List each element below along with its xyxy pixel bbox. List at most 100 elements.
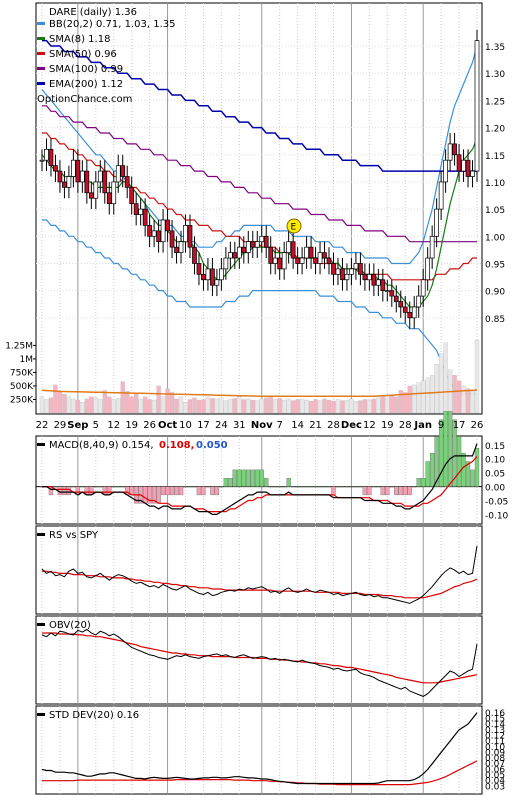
candle-body	[44, 148, 49, 161]
macd-hist-bar	[264, 478, 269, 487]
candle-body	[228, 252, 233, 259]
candle-body	[384, 290, 390, 292]
volume-bar	[107, 396, 112, 414]
macd-hist-bar	[443, 411, 448, 487]
macd-hist-bar	[394, 486, 399, 496]
candle-body	[214, 279, 220, 286]
macd-hist-bar	[340, 486, 345, 488]
volume-bar	[80, 402, 85, 414]
std-legend: STD DEV(20) 0.16	[37, 710, 139, 721]
std-tick-label: 0.06	[485, 765, 505, 775]
macd-hist-bar	[326, 486, 332, 488]
candle-body	[362, 273, 368, 281]
x-tick-label: 26	[471, 420, 484, 431]
volume-bar	[452, 374, 457, 414]
legend: BB(20,2) 0.71, 1.03, 1.35 SMA(8) 1.18 SM…	[37, 19, 175, 105]
candle-body	[232, 252, 238, 259]
legend-bb: BB(20,2) 0.71, 1.03, 1.35	[49, 19, 175, 30]
macd-hist-bar	[273, 486, 278, 488]
candle-body	[438, 181, 444, 210]
macd-hist-bar	[349, 486, 354, 488]
volume-bar	[241, 399, 246, 414]
candle-body	[277, 257, 283, 270]
volume-bar	[308, 400, 314, 414]
candle-body	[219, 268, 224, 281]
volume-bar	[264, 397, 269, 414]
legend-sma100: SMA(100) 0.99	[49, 64, 123, 75]
legend-swatch-sma100	[37, 67, 45, 70]
panel-frame-std	[35, 705, 483, 795]
macd-hist-bar	[308, 486, 314, 488]
candle-body	[120, 165, 126, 177]
candle-body	[106, 192, 112, 205]
volume-bar	[380, 396, 385, 414]
volume-bar	[196, 399, 202, 414]
std-tick-label: 0.03	[485, 782, 505, 792]
price-tick-label: 1.35	[485, 43, 505, 53]
macd-hist-bar	[228, 478, 233, 487]
candle-body	[425, 257, 431, 281]
rs-label: RS vs SPY	[49, 530, 99, 541]
x-tick-label: Oct	[158, 420, 177, 431]
macd-hist-bar	[362, 486, 368, 496]
obv-panel	[41, 628, 478, 697]
candle-body	[398, 301, 404, 308]
macd-hist-bar	[232, 469, 237, 487]
series-std-avg	[42, 760, 478, 786]
volume-bar	[421, 380, 426, 414]
macd-hist-bar	[151, 486, 157, 504]
volume-bar	[201, 399, 206, 414]
macd-hist-bar	[201, 486, 206, 496]
macd-hist-bar	[210, 486, 215, 496]
candle-body	[147, 225, 152, 237]
macd-hist-bar	[241, 469, 246, 487]
x-tick-label: 21	[309, 420, 322, 431]
macd-hist-bar	[268, 486, 273, 488]
candle-body	[313, 257, 318, 264]
x-tick-label: 29	[54, 420, 67, 431]
candle-body	[236, 246, 242, 259]
candle-body	[115, 165, 121, 183]
series-obv	[41, 628, 478, 697]
legend-sma8: SMA(8) 1.18	[49, 34, 110, 45]
candle-body	[474, 40, 480, 172]
macd-hist-bar	[474, 447, 480, 487]
std-tick-label: 0.12	[485, 731, 505, 741]
obv-label: OBV(20)	[49, 620, 91, 631]
legend-swatch-ema200	[37, 82, 45, 85]
macd-hist-bar	[62, 486, 67, 496]
macd-hist-bar	[290, 486, 296, 488]
grid-lines	[36, 3, 482, 794]
candle-body	[375, 279, 381, 286]
candle-body	[299, 257, 305, 264]
candle-body	[268, 246, 274, 264]
volume-tick-label: 1.25M	[5, 341, 33, 351]
candle-body	[138, 208, 144, 215]
price-tick-label: 1.30	[485, 70, 505, 80]
volume-bar	[340, 400, 345, 414]
macd-signal-value: 0.108,	[159, 440, 194, 451]
rs-legend: RS vs SPY	[37, 530, 99, 541]
volume-bar	[156, 385, 161, 414]
macd-hist-bar	[322, 486, 327, 488]
candle-body	[358, 263, 363, 275]
candle-body	[367, 273, 372, 281]
candle-body	[165, 219, 170, 232]
std-tick-label: 0.14	[485, 720, 505, 730]
macd-hist-bar	[465, 461, 471, 487]
macd-hist-bar	[250, 469, 255, 487]
macd-hist-bar	[447, 411, 453, 487]
std-tick-label: 0.09	[485, 748, 505, 758]
candle-body	[187, 225, 193, 248]
candle-body	[371, 273, 377, 286]
macd-hist-bar	[353, 486, 359, 488]
macd-hist-bar	[389, 486, 394, 488]
candle-body	[380, 279, 386, 291]
std-tick-label: 0.04	[485, 777, 505, 787]
macd-hist-bar	[120, 486, 125, 488]
macd-hist-bar	[304, 486, 309, 488]
macd-hist-bar	[282, 486, 287, 488]
macd-label: MACD(8,40,9) 0.154,	[49, 440, 154, 451]
x-tick-label: 22	[36, 420, 49, 431]
